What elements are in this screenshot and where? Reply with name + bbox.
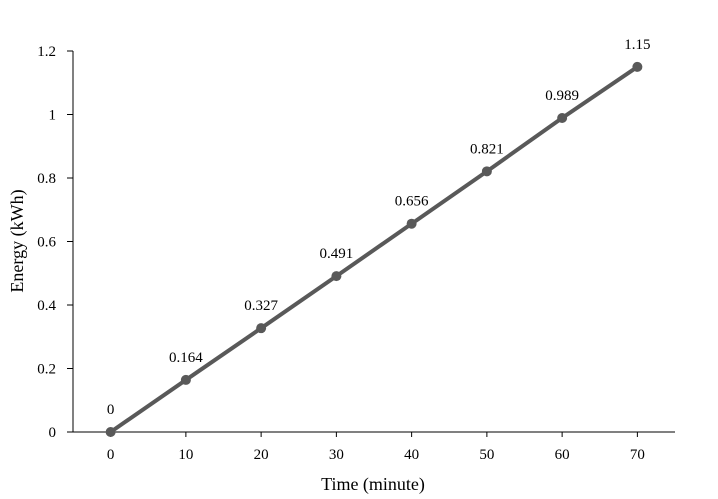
data-point: [557, 112, 568, 123]
data-point: [105, 427, 116, 437]
x-tick-label: 10: [178, 447, 193, 463]
y-tick-label: 0.6: [37, 235, 56, 251]
y-axis-title: Energy (kWh): [7, 189, 28, 292]
x-tick-label: 70: [630, 447, 645, 463]
x-axis-title: Time (minute): [321, 474, 425, 495]
data-label: 0.656: [395, 194, 429, 210]
x-tick-label: 20: [254, 447, 269, 463]
x-tick-label: 30: [329, 447, 344, 463]
y-tick-label: 1.2: [37, 44, 56, 60]
x-tick-label: 0: [107, 447, 115, 463]
x-tick-label: 50: [479, 447, 494, 463]
y-tick-label: 0: [49, 425, 57, 441]
y-tick-label: 0.2: [37, 362, 56, 378]
x-tick-label: 60: [555, 447, 570, 463]
y-tick-label: 0.4: [37, 298, 56, 314]
axes: [67, 50, 675, 437]
data-label: 1.15: [624, 37, 650, 53]
y-tick-label: 1: [49, 108, 57, 124]
data-label: 0: [107, 402, 115, 418]
data-label: 0.821: [470, 141, 504, 157]
data-point: [331, 271, 342, 282]
data-label: 0.491: [320, 246, 354, 262]
data-labels: 0 0.164 0.327 0.491 0.656 0.821 0.989 1.15: [107, 37, 651, 418]
tick-labels: 0 0.2 0.4 0.6 0.8 1 1.2 0 10 20 30 40 50 60 70: [37, 44, 645, 463]
data-point: [256, 323, 267, 334]
x-tick-label: 40: [404, 447, 419, 463]
data-point: [632, 61, 643, 72]
series-line: [108, 64, 640, 434]
data-point: [180, 374, 191, 385]
y-tick-label: 0.8: [37, 171, 56, 187]
data-label: 0.989: [545, 88, 579, 104]
data-point: [406, 218, 417, 229]
data-label: 0.164: [169, 350, 203, 366]
data-label: 0.327: [244, 298, 278, 314]
data-point: [481, 166, 492, 177]
data-series: [105, 61, 643, 437]
